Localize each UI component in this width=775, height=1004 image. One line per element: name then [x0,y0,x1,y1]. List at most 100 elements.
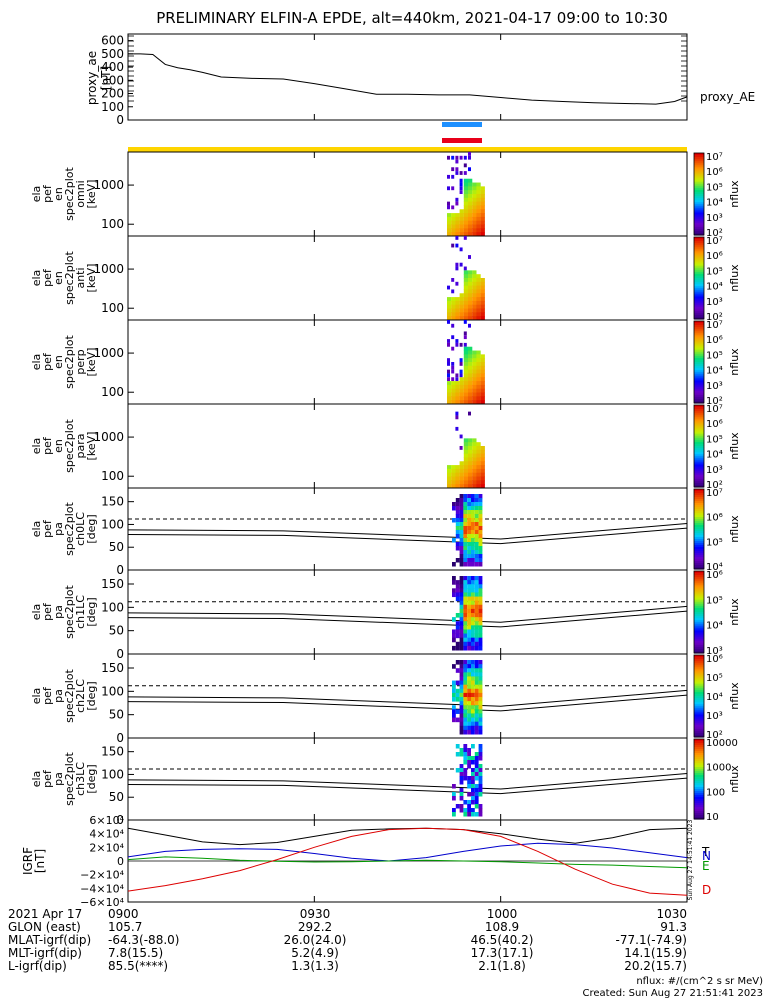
heatmap-cell [463,812,468,817]
ytick-label: 6×10⁴ [89,814,124,827]
heatmap-cell [467,713,471,719]
heatmap-cell [474,576,479,581]
colorbar-cell [694,239,704,242]
heatmap-cell [474,592,479,598]
heatmap-cell [468,308,473,313]
ytick-label: 0 [116,647,124,661]
series-label-igrf-D: D [702,883,711,897]
heatmap-cell [467,617,471,622]
heatmap-cell [471,629,475,635]
colorbar-cell [694,216,704,220]
heatmap-cell [459,358,463,362]
heatmap-cell [468,468,473,474]
heatmap-cell [471,672,475,677]
heatmap-cell [459,400,464,405]
heatmap-cell [476,197,481,203]
heatmap-cell [471,688,475,694]
heatmap-cell [480,446,485,451]
heatmap-cell [474,676,479,682]
heatmap-cell [455,526,460,531]
heatmap-cell [459,155,463,160]
heatmap-cell [451,381,456,386]
heatmap-cell [459,304,464,310]
colorbar-cell [694,224,704,228]
heatmap-cell [452,717,456,723]
heatmap-cell [480,388,485,394]
colorbar-label: nflux [728,682,741,710]
heatmap-cell [476,293,481,298]
colorbar-cell [694,454,704,457]
ylabel-word: en [52,187,65,201]
heatmap-cell [467,621,471,626]
heatmap-cell [467,518,471,523]
heatmap-cell [471,608,475,614]
heatmap-cell [455,220,460,226]
colorbar-tick-label: 10000 [706,738,738,749]
heatmap-cell [474,641,479,647]
colorbar-cell [694,392,704,396]
heatmap-cell [463,613,468,618]
heatmap-cell [471,705,475,710]
colorbar-cell [694,173,704,177]
heatmap-cell [480,461,485,466]
colorbar-cell [694,394,704,398]
colorbar-cell [694,533,704,536]
heatmap-cell [478,498,483,503]
series-label-igrf-T: T [701,845,710,859]
colorbar-cell [694,620,704,623]
heatmap-cell [463,312,469,317]
heatmap-cell [471,546,475,551]
heatmap-cell [455,502,460,507]
colorbar-cell [694,769,704,772]
ylabel-word: ch2LC [74,679,87,713]
heatmap-cell [468,369,473,374]
footer-value: 1000 [487,907,518,921]
colorbar-cell [694,210,704,214]
heatmap-cell [459,494,464,499]
ytick-label: −4×10⁴ [80,882,124,895]
heatmap-cell [474,772,479,777]
heatmap-cell [455,588,460,593]
heatmap-cell [455,633,460,639]
heatmap-cell [463,760,468,765]
colorbar-frame [693,236,705,320]
heatmap-cell [447,392,452,397]
heatmap-cell [467,514,471,519]
heatmap-cell [447,362,450,366]
colorbar-cell [694,257,704,261]
colorbar-cell [694,202,704,205]
ylabel-word: para [74,434,87,459]
colorbar-cell [694,304,704,308]
heatmap-cell [467,522,471,527]
colorbar-cell [694,386,704,390]
heatmap-cell [455,373,459,378]
loss-cone-line [127,523,688,540]
ytick-label: 150 [101,745,124,759]
heatmap-cell [480,285,485,290]
colorbar-frame [693,404,705,488]
heatmap-cell [455,213,460,218]
heatmap-cell [474,664,479,669]
heatmap-cell [474,617,479,622]
heatmap-cell [452,538,456,543]
heatmap-cell [472,205,477,210]
ytick-label: 100 [101,767,124,781]
heatmap-cell [455,297,460,302]
colorbar-cell [694,468,704,472]
colorbar-cell [694,640,704,644]
heatmap-cell [474,538,479,543]
colorbar-tick-label: 10⁵ [706,537,723,548]
heatmap-cell [478,506,483,511]
colorbar-cell [694,362,704,365]
heatmap-cell [452,808,456,813]
colorbar-cell [694,757,704,760]
heatmap-cell [478,664,483,669]
colorbar-cell [694,679,704,683]
heatmap-cell [463,281,469,287]
ylabel-word: pef [41,686,54,705]
heatmap-cell [452,617,456,622]
heatmap-cell [467,752,471,757]
heatmap-cell [455,717,460,723]
heatmap-cell [471,580,475,585]
heatmap-cell [447,342,450,347]
